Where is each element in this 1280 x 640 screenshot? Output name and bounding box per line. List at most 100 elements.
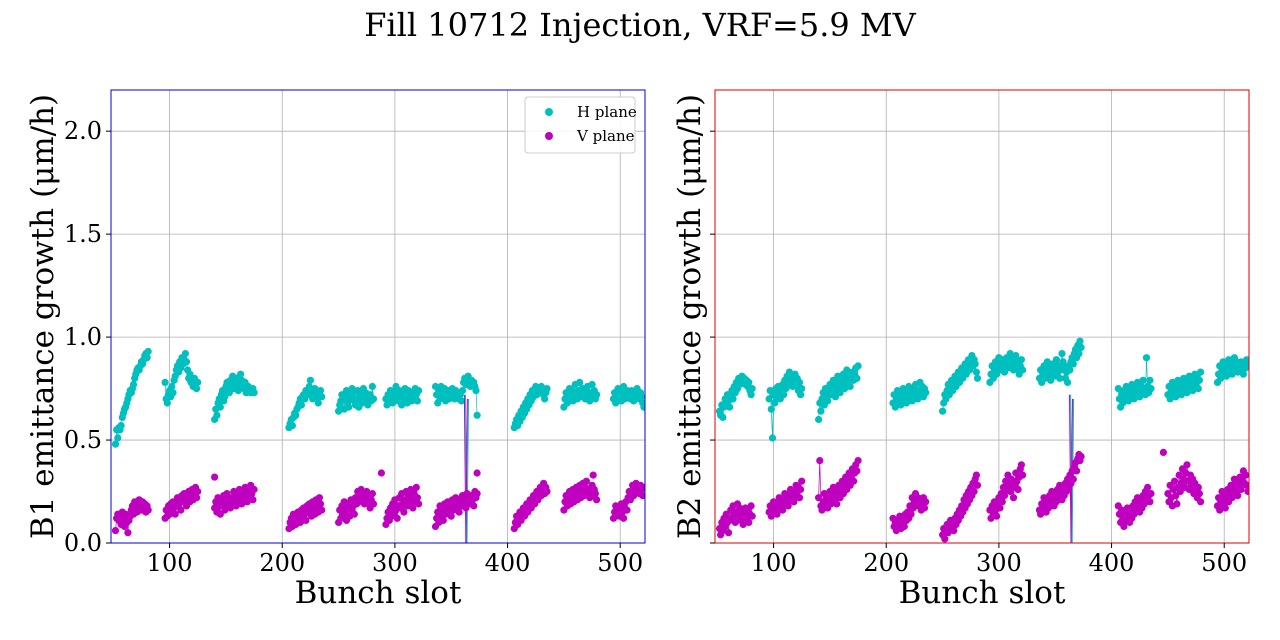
v-plane-point	[250, 485, 258, 494]
y-tick-label: 0.5	[64, 426, 102, 454]
v-plane-point	[1073, 467, 1081, 475]
h-plane-point	[1195, 376, 1203, 384]
h-plane-point	[369, 395, 378, 403]
x-tick-label: 100	[751, 549, 797, 577]
h-plane-point	[612, 399, 620, 407]
h-plane-point	[1172, 393, 1180, 401]
h-plane-point	[1147, 385, 1155, 393]
v-plane-point	[907, 510, 915, 518]
h-plane-point	[853, 374, 861, 382]
h-plane-point	[368, 382, 376, 391]
v-plane-point	[1147, 490, 1155, 498]
h-plane-point	[1142, 354, 1151, 362]
h-plane-point	[306, 376, 314, 384]
h-plane-point	[891, 403, 899, 411]
h-plane-point	[768, 434, 777, 442]
h-plane-point	[798, 385, 806, 393]
x-tick-label: 200	[863, 549, 909, 577]
h-plane-point	[1114, 385, 1122, 393]
h-plane-point	[297, 401, 305, 409]
x-axis-label: Bunch slot	[899, 575, 1066, 611]
v-plane-point	[1009, 494, 1018, 502]
v-plane-point	[473, 490, 481, 498]
v-plane-point	[316, 500, 325, 508]
legend: H plane V plane	[524, 96, 637, 154]
h-plane-point	[771, 399, 779, 407]
x-axis-label: Bunch slot	[295, 575, 462, 611]
h-plane-point	[213, 411, 221, 419]
v-plane-point	[797, 485, 805, 494]
v-plane-point	[900, 522, 908, 531]
v-plane-point	[745, 518, 753, 527]
h-plane-point	[1017, 356, 1025, 364]
h-plane-point	[413, 397, 421, 405]
legend-marker	[545, 132, 553, 140]
v-plane-point	[747, 502, 755, 510]
v-plane-point	[591, 490, 600, 498]
h-plane-point	[168, 382, 176, 391]
v-plane-point	[1146, 498, 1154, 506]
h-plane-point	[745, 378, 753, 386]
h-plane-point	[1228, 370, 1236, 378]
h-plane-point	[817, 407, 825, 415]
h-plane-point	[1012, 352, 1020, 360]
h-plane-point	[824, 397, 832, 405]
h-plane-point	[729, 395, 737, 403]
v-plane-point	[748, 512, 756, 520]
v-plane-point	[1000, 492, 1009, 500]
v-plane-point	[1007, 475, 1015, 483]
v-plane-point	[973, 481, 982, 489]
v-plane-point	[369, 500, 378, 508]
v-plane-point	[1216, 506, 1224, 514]
h-plane-point	[1058, 350, 1066, 358]
h-plane-point	[143, 354, 151, 362]
v-plane-point	[350, 510, 358, 518]
v-plane-point	[1237, 485, 1245, 494]
x-tick-label: 100	[147, 549, 193, 577]
h-plane-point	[640, 403, 645, 411]
x-tick-label: 300	[372, 549, 418, 577]
v-plane-point	[1077, 452, 1085, 461]
x-tick-label: 400	[485, 549, 531, 577]
v-plane-point	[455, 508, 463, 516]
h-plane-point	[181, 350, 189, 358]
h-plane-point	[593, 391, 601, 399]
v-plane-point	[439, 516, 447, 525]
v-plane-point	[784, 502, 792, 510]
legend-label: H plane	[577, 103, 637, 121]
v-plane-point	[773, 510, 781, 518]
h-plane-point	[854, 362, 862, 370]
y-tick-label: 1.0	[64, 323, 102, 351]
plot-frame	[714, 89, 1250, 544]
v-plane-point	[816, 457, 824, 465]
v-plane-point	[315, 494, 323, 502]
v-plane-point	[790, 498, 798, 506]
v-plane-point	[368, 490, 376, 498]
v-plane-point	[1183, 461, 1191, 469]
v-plane-point	[302, 516, 310, 525]
h-plane-point	[1077, 343, 1085, 351]
h-plane-point	[398, 401, 406, 409]
v-plane-point	[854, 457, 862, 465]
v-plane-point	[400, 508, 408, 516]
v-plane-point	[124, 529, 132, 537]
v-plane-point	[296, 518, 304, 527]
chart-panel-b2: 100 200 300 400 500 Bunch slot B2 emittance gr…	[672, 89, 1250, 611]
v-plane-point	[972, 471, 981, 479]
v-plane-point	[815, 494, 823, 502]
h-plane-point	[1197, 368, 1205, 376]
h-plane-point	[216, 403, 224, 411]
h-plane-point	[129, 380, 138, 389]
x-tick-label: 300	[976, 549, 1022, 577]
h-plane-point	[1076, 337, 1084, 345]
h-plane-point	[1069, 360, 1077, 368]
h-plane-point	[117, 422, 125, 430]
h-plane-point	[193, 385, 201, 393]
h-plane-point	[335, 407, 343, 415]
h-plane-point	[144, 347, 152, 356]
v-plane-point	[377, 469, 385, 477]
v-plane-point	[1159, 448, 1167, 456]
h-plane-point	[1059, 358, 1067, 366]
v-plane-dip-line	[1070, 398, 1073, 543]
h-plane-point	[1139, 376, 1147, 384]
